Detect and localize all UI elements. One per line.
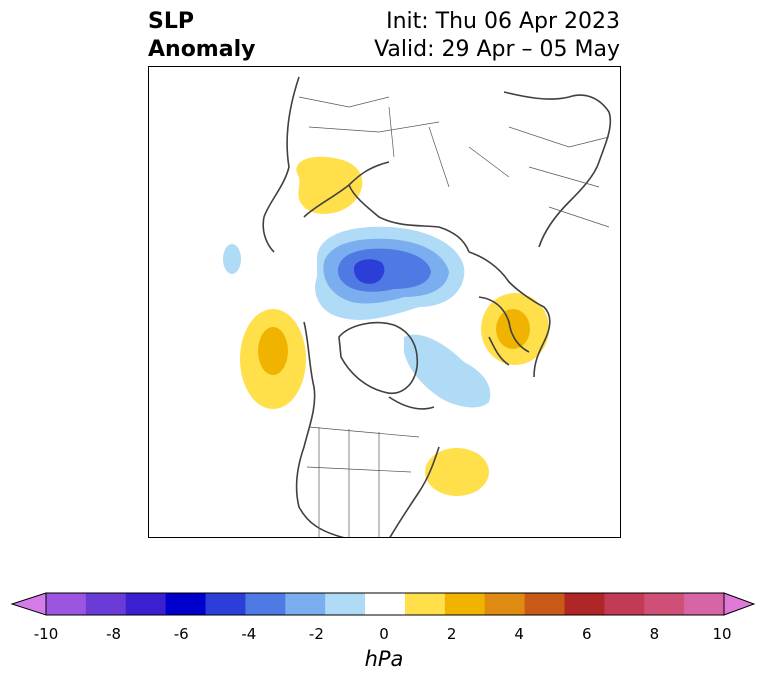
- anomaly-arctic-neg-core: [353, 259, 385, 284]
- colorbar-swatch: [484, 593, 526, 615]
- colorbar-swatch: [604, 593, 645, 615]
- colorbar-tick-label: -4: [241, 625, 257, 643]
- colorbar-swatch: [444, 593, 486, 615]
- anomaly-small-negative: [223, 244, 241, 274]
- colorbar-swatch: [524, 593, 565, 615]
- colorbar-tick-label: 2: [446, 625, 457, 643]
- colorbar-extend-min: [10, 592, 47, 616]
- colorbar-swatch: [325, 593, 366, 615]
- title-variable: SLP: [148, 9, 194, 34]
- colorbar-swatch: [564, 593, 605, 615]
- colorbar-swatch: [365, 593, 406, 615]
- colorbar: [10, 592, 756, 616]
- colorbar-swatch: [205, 593, 246, 615]
- polar-map: [148, 66, 621, 538]
- anomaly-fields: [223, 156, 549, 496]
- anomaly-alaska-positive-core: [496, 309, 530, 349]
- colorbar-swatch: [644, 593, 685, 615]
- colorbar-tick-label: 4: [514, 625, 524, 643]
- colorbar-tick-label: 6: [582, 625, 592, 643]
- colorbar-tick-label: -2: [308, 625, 324, 643]
- colorbar-tick-label: -10: [33, 625, 59, 643]
- map-canvas: [223, 76, 612, 537]
- colorbar-tick-label: -8: [106, 625, 122, 643]
- colorbar-swatch: [285, 593, 326, 615]
- title-right: Init: Thu 06 Apr 2023 Valid: 29 Apr – 05…: [374, 8, 620, 64]
- colorbar-extend-max: [723, 592, 756, 616]
- colorbar-unit-label: hPa: [364, 647, 404, 671]
- title-type: Anomaly: [148, 37, 256, 62]
- colorbar-swatch: [165, 593, 207, 615]
- colorbar-swatch: [245, 593, 286, 615]
- anomaly-europe-positive: [296, 156, 363, 214]
- colorbar-swatch: [404, 593, 446, 615]
- colorbar-tick-label: 10: [712, 625, 732, 643]
- colorbar-frame: [45, 592, 725, 616]
- init-date: Init: Thu 06 Apr 2023: [386, 9, 620, 34]
- title-left: SLP Anomaly: [148, 8, 255, 64]
- colorbar-swatch: [85, 593, 127, 615]
- anomaly-hudson-negative: [404, 334, 491, 408]
- anomaly-atlantic-positive: [425, 448, 489, 496]
- valid-range: Valid: 29 Apr – 05 May: [374, 37, 620, 62]
- colorbar-swatch: [46, 593, 87, 615]
- anomaly-pacific-positive-core: [258, 327, 288, 375]
- coastlines: [262, 76, 612, 537]
- colorbar-tick-label: -6: [173, 625, 189, 643]
- colorbar-tick-label: 8: [649, 625, 660, 643]
- colorbar-swatch: [684, 593, 725, 615]
- colorbar-swatch: [125, 593, 167, 615]
- colorbar-tick-label: 0: [379, 625, 389, 643]
